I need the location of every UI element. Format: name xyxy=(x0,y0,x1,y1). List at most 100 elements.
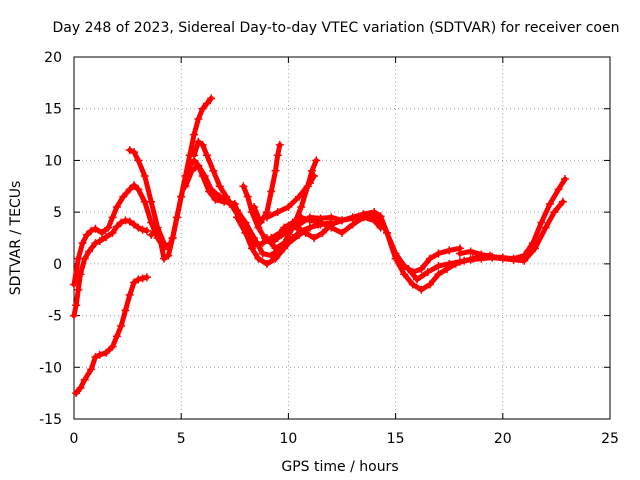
data-point xyxy=(134,223,143,232)
data-point xyxy=(400,270,409,279)
data-point xyxy=(560,175,569,184)
series-arc-15 xyxy=(404,197,567,284)
data-point xyxy=(164,251,173,260)
data-point xyxy=(528,239,537,248)
data-point xyxy=(374,213,383,222)
y-tick-label: 10 xyxy=(44,153,62,169)
data-point xyxy=(200,171,209,180)
series-trace xyxy=(182,163,334,259)
data-point xyxy=(327,213,336,222)
data-point xyxy=(72,301,81,310)
data-point xyxy=(125,146,134,155)
data-point xyxy=(545,199,554,208)
data-point xyxy=(187,166,196,175)
series-arc-5 xyxy=(147,156,246,263)
data-point xyxy=(102,232,111,241)
data-point xyxy=(295,230,304,239)
data-point xyxy=(215,182,224,191)
data-point xyxy=(95,237,104,246)
data-point xyxy=(125,290,134,299)
data-point xyxy=(181,182,190,191)
data-point xyxy=(239,182,248,191)
data-point xyxy=(194,115,203,124)
data-point xyxy=(112,222,121,231)
data-point xyxy=(198,140,207,149)
data-point xyxy=(445,259,454,268)
data-point xyxy=(305,179,314,188)
data-point xyxy=(273,151,282,160)
data-point xyxy=(224,197,233,206)
series-trace xyxy=(405,199,566,282)
axis-ticks: 0 5 10 15 20 25 -15 -10 -5 0 5 10 15 20 xyxy=(39,50,619,447)
data-point xyxy=(271,166,280,175)
data-point xyxy=(138,274,147,283)
data-point xyxy=(108,342,117,351)
data-point xyxy=(318,228,327,237)
data-point xyxy=(134,156,143,165)
data-point xyxy=(327,220,336,229)
data-point xyxy=(413,275,422,284)
data-point xyxy=(85,247,94,256)
data-point xyxy=(404,265,413,274)
data-point xyxy=(155,234,164,242)
data-point xyxy=(78,239,87,248)
x-tick-label: 5 xyxy=(177,431,186,447)
series-arc-10 xyxy=(250,140,284,227)
data-point xyxy=(130,278,139,287)
data-point xyxy=(194,161,203,170)
data-point xyxy=(202,99,211,108)
data-point xyxy=(207,185,216,194)
data-point xyxy=(198,104,207,113)
data-point xyxy=(280,239,289,248)
data-point xyxy=(348,214,357,223)
data-markers xyxy=(70,94,569,398)
data-point xyxy=(70,280,78,289)
data-point xyxy=(301,228,310,237)
data-point xyxy=(102,348,111,357)
data-point xyxy=(151,226,160,235)
data-point xyxy=(541,223,550,232)
data-point xyxy=(284,226,293,235)
data-point xyxy=(190,151,199,160)
data-point xyxy=(194,137,203,146)
data-point xyxy=(434,270,443,279)
data-point xyxy=(305,213,314,222)
data-point xyxy=(87,365,96,374)
data-point xyxy=(254,254,263,263)
data-point xyxy=(97,228,106,237)
data-point xyxy=(80,375,89,384)
data-point xyxy=(445,246,454,255)
data-point xyxy=(498,253,507,262)
series-arc-1 xyxy=(72,273,151,398)
data-point xyxy=(509,254,518,263)
data-point xyxy=(434,249,443,258)
x-tick-label: 25 xyxy=(601,431,619,447)
data-point xyxy=(130,220,139,229)
data-point xyxy=(241,228,250,237)
data-point xyxy=(273,234,282,242)
data-point xyxy=(250,202,259,211)
data-point xyxy=(550,208,559,217)
data-point xyxy=(383,228,392,237)
data-point xyxy=(95,350,104,359)
data-point xyxy=(211,195,220,204)
data-point xyxy=(117,218,126,227)
data-point xyxy=(275,140,284,149)
data-point xyxy=(70,311,78,320)
series-arc-12 xyxy=(262,171,319,222)
data-point xyxy=(104,223,113,232)
data-point xyxy=(72,389,81,398)
data-point xyxy=(117,321,126,330)
data-point xyxy=(190,130,199,139)
y-tick-label: -5 xyxy=(48,309,62,325)
data-point xyxy=(434,261,443,270)
data-point xyxy=(455,257,464,266)
data-point xyxy=(297,202,306,211)
data-point xyxy=(455,249,464,258)
y-tick-label: 5 xyxy=(53,205,62,221)
x-tick-label: 10 xyxy=(279,431,297,447)
data-point xyxy=(262,259,271,268)
data-point xyxy=(168,234,177,242)
x-axis-label: GPS time / hours xyxy=(281,459,398,475)
